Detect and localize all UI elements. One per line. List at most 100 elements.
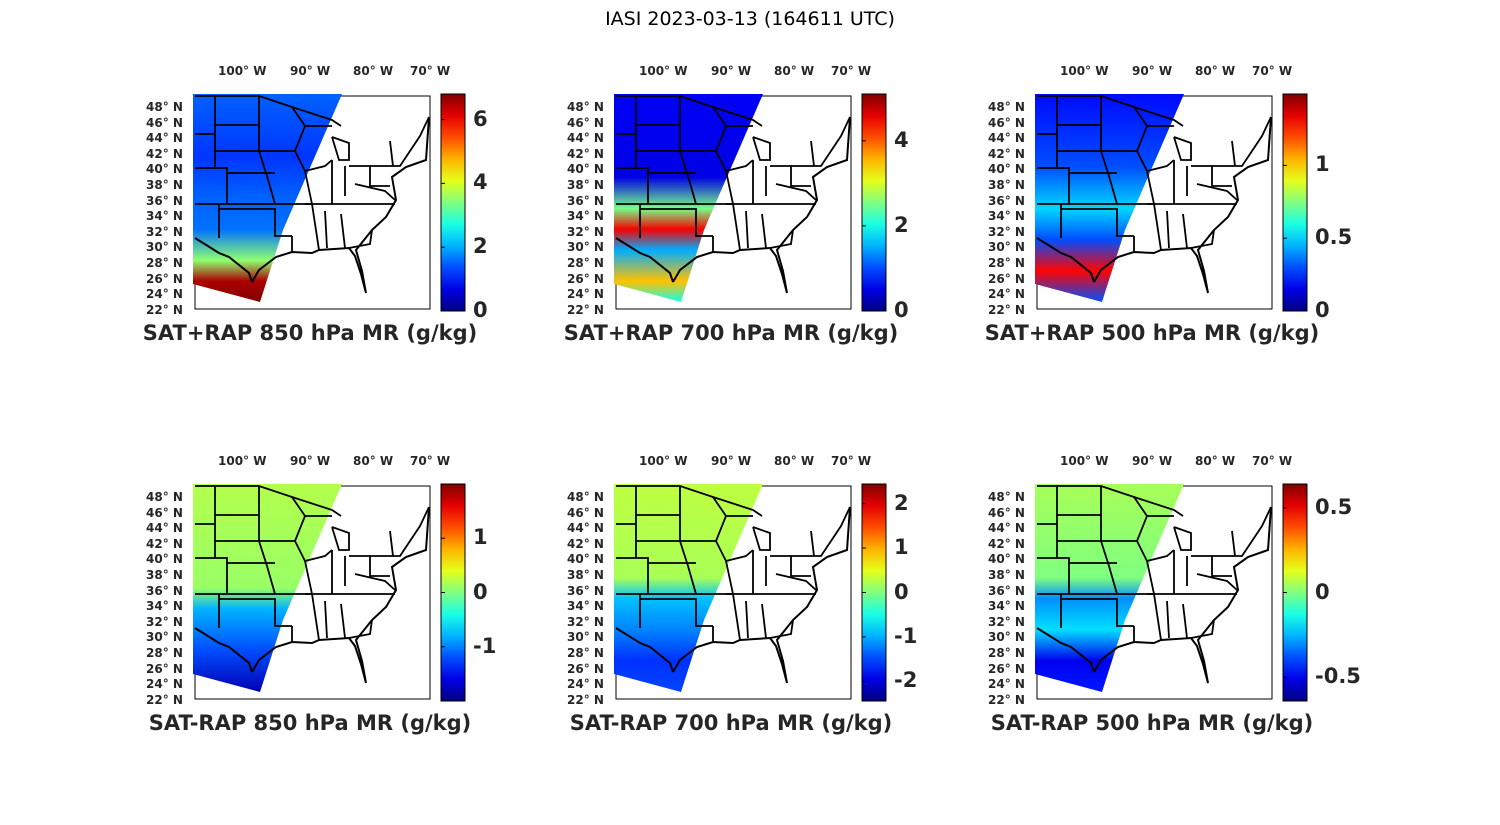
lat-tick-label: 40° N xyxy=(988,552,1025,567)
lat-tick-label: 40° N xyxy=(146,552,183,567)
state-boundary xyxy=(761,213,767,249)
lat-tick-label: 44° N xyxy=(567,521,604,536)
lat-tick-label: 38° N xyxy=(146,178,183,192)
lat-tick-label: 34° N xyxy=(988,209,1025,224)
state-boundary xyxy=(1212,506,1272,557)
colorbar-tick-label: 2 xyxy=(894,212,909,237)
state-boundary xyxy=(1196,183,1238,201)
state-boundary xyxy=(370,116,430,167)
state-boundary xyxy=(340,213,346,249)
colorbar-tick-label: 1 xyxy=(473,525,488,550)
lon-tick-label: 90° W xyxy=(1132,64,1173,78)
state-boundary xyxy=(640,208,713,237)
lat-tick-label: 22° N xyxy=(567,302,604,317)
state-boundary xyxy=(349,165,390,187)
state-boundary xyxy=(616,167,649,204)
lat-tick-label: 46° N xyxy=(567,115,604,130)
lat-tick-label: 48° N xyxy=(988,100,1025,114)
lat-tick-label: 34° N xyxy=(146,209,183,224)
lon-tick-label: 100° W xyxy=(218,454,267,468)
panel-title: SAT-RAP 850 hPa MR (g/kg) xyxy=(148,711,472,735)
state-boundary xyxy=(1191,165,1232,187)
map-axes xyxy=(614,94,852,310)
lat-tick-label: 24° N xyxy=(567,677,604,692)
satellite-swath xyxy=(1035,484,1184,692)
satellite-swath xyxy=(614,484,763,692)
state-boundary xyxy=(389,140,394,167)
lon-tick-label: 100° W xyxy=(1060,64,1109,78)
panel-title: SAT-RAP 700 hPa MR (g/kg) xyxy=(569,711,893,735)
lat-tick-label: 28° N xyxy=(567,646,604,660)
lat-tick-label: 46° N xyxy=(567,505,604,520)
lat-tick-label: 44° N xyxy=(146,521,183,536)
state-boundary xyxy=(1182,603,1188,639)
lat-tick-label: 26° N xyxy=(988,271,1025,286)
state-boundary xyxy=(1153,593,1162,641)
state-boundary xyxy=(304,159,333,172)
state-boundary xyxy=(1153,203,1162,251)
lon-tick-label: 90° W xyxy=(711,454,752,468)
lat-tick-label: 38° N xyxy=(988,178,1025,192)
colorbar-tick-label: -0.5 xyxy=(1315,664,1361,689)
colorbar-tick-label: 0 xyxy=(894,298,909,322)
colorbar xyxy=(440,93,466,312)
state-boundary xyxy=(1173,526,1192,551)
colorbar-tick-label: 0 xyxy=(1315,579,1330,604)
lon-tick-label: 100° W xyxy=(639,64,688,78)
lat-tick-label: 30° N xyxy=(567,240,604,255)
lat-tick-label: 28° N xyxy=(988,256,1025,270)
lat-tick-label: 22° N xyxy=(988,302,1025,317)
lat-tick-label: 48° N xyxy=(146,490,183,504)
colorbar-tick-label: 0 xyxy=(473,298,488,322)
state-boundary xyxy=(770,555,811,577)
lon-tick-label: 80° W xyxy=(353,454,394,468)
colorbar xyxy=(861,483,887,702)
lat-tick-label: 34° N xyxy=(567,209,604,224)
lon-tick-label: 100° W xyxy=(218,64,267,78)
lat-tick-label: 40° N xyxy=(146,162,183,177)
state-boundary xyxy=(686,540,734,595)
lat-tick-label: 48° N xyxy=(146,100,183,114)
colorbar-tick-label: 4 xyxy=(894,127,909,152)
lat-tick-label: 38° N xyxy=(567,568,604,582)
state-boundary xyxy=(725,549,754,562)
lat-tick-label: 32° N xyxy=(988,614,1025,629)
state-boundary xyxy=(324,600,328,639)
state-boundary xyxy=(331,526,350,551)
colorbar-tick-label: 0 xyxy=(894,579,909,604)
state-boundary xyxy=(349,555,390,577)
lat-tick-label: 30° N xyxy=(567,630,604,645)
state-boundary xyxy=(761,603,767,639)
lat-tick-label: 34° N xyxy=(146,599,183,614)
state-boundary xyxy=(1191,555,1232,577)
state-boundary xyxy=(769,229,794,249)
lat-tick-label: 28° N xyxy=(988,646,1025,660)
lat-tick-label: 28° N xyxy=(146,256,183,270)
state-boundary xyxy=(791,506,851,557)
lat-tick-label: 24° N xyxy=(146,677,183,692)
state-boundary xyxy=(265,540,313,595)
state-boundary xyxy=(1182,213,1188,249)
lat-tick-label: 22° N xyxy=(567,692,604,707)
lat-tick-label: 46° N xyxy=(146,505,183,520)
colorbar-tick-label: 2 xyxy=(473,234,488,259)
map-axes xyxy=(193,94,431,310)
state-boundary xyxy=(1061,598,1134,627)
colorbar xyxy=(440,483,466,702)
state-boundary xyxy=(331,136,350,161)
lat-tick-label: 22° N xyxy=(146,302,183,317)
state-boundary xyxy=(1190,619,1215,639)
lon-tick-label: 90° W xyxy=(290,454,331,468)
colorbar-tick-label: 0 xyxy=(1315,298,1330,322)
lat-tick-label: 42° N xyxy=(146,536,183,551)
colorbar-tick-label: 4 xyxy=(473,170,488,195)
lat-tick-label: 22° N xyxy=(146,692,183,707)
lat-tick-label: 22° N xyxy=(988,692,1025,707)
state-boundary xyxy=(686,150,734,205)
lat-tick-label: 36° N xyxy=(567,583,604,598)
colorbar xyxy=(861,93,887,312)
lon-tick-label: 70° W xyxy=(410,454,451,468)
colorbar-tick-label: 2 xyxy=(894,490,909,515)
lat-tick-label: 48° N xyxy=(567,100,604,114)
colorbar-tick-label: 0 xyxy=(473,579,488,604)
